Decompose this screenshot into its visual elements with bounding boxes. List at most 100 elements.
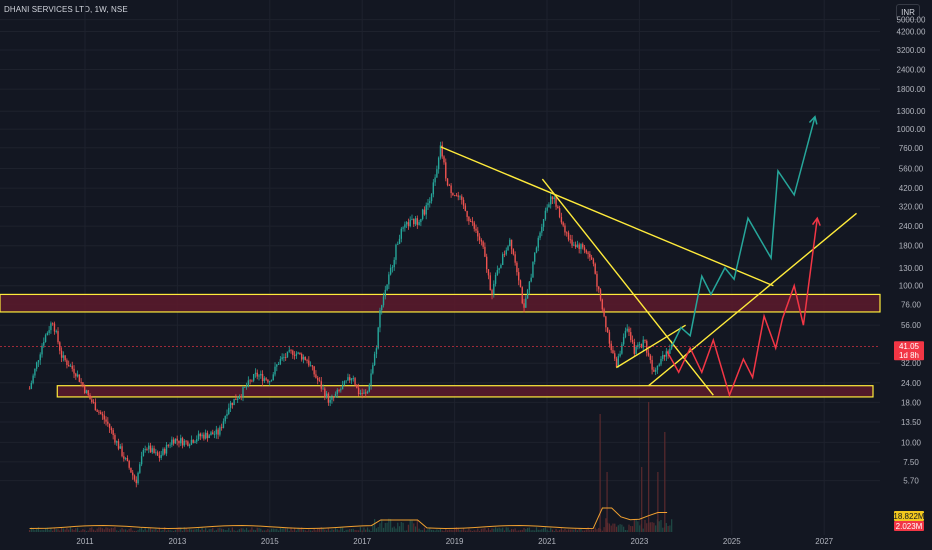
volume-bar xyxy=(119,529,121,532)
volume-bar xyxy=(112,528,114,532)
candle-body xyxy=(343,381,346,386)
candle-body xyxy=(224,415,226,422)
volume-bar xyxy=(167,529,169,532)
candle-body xyxy=(621,344,623,354)
volume-bar xyxy=(575,528,577,532)
candle-body xyxy=(603,309,605,317)
candle-body xyxy=(638,344,641,346)
candle-body xyxy=(261,373,264,382)
candle-body xyxy=(436,169,438,178)
candle-body xyxy=(304,356,306,361)
volume-bar xyxy=(562,530,564,532)
bear-projection-arrowhead xyxy=(811,216,821,226)
candle-body xyxy=(256,372,258,377)
candle-body xyxy=(210,432,212,436)
candle-body xyxy=(446,178,449,186)
y-tick-label: 7.50 xyxy=(903,458,919,467)
volume-bar xyxy=(194,529,196,532)
candle-body xyxy=(471,221,474,223)
volume-bar xyxy=(85,530,88,532)
candle-body xyxy=(389,267,392,275)
candle-body xyxy=(654,369,657,372)
candle-body xyxy=(573,244,575,246)
candle-body xyxy=(181,438,184,446)
volume-bar xyxy=(641,467,643,532)
candle-body xyxy=(583,247,586,251)
candle-body xyxy=(43,342,45,346)
y-tick-label: 2400.00 xyxy=(897,66,926,75)
volume-bar xyxy=(366,527,369,532)
candle-body xyxy=(646,340,648,353)
candle-body xyxy=(276,364,278,367)
candle-body xyxy=(397,243,399,245)
volume-bar xyxy=(130,528,132,532)
volume-bar xyxy=(430,529,433,532)
candle-body xyxy=(258,375,260,377)
volume-bar xyxy=(644,519,646,532)
volume-bar xyxy=(422,530,424,532)
candle-body xyxy=(164,449,166,454)
volume-bar xyxy=(290,527,292,532)
trendline xyxy=(648,212,857,387)
candle-body xyxy=(368,384,370,392)
volume-bar xyxy=(535,527,538,532)
volume-bar xyxy=(192,529,194,532)
volume-bar xyxy=(657,472,659,532)
candle-body xyxy=(101,413,104,416)
candle-body xyxy=(628,328,630,333)
candle-body xyxy=(523,303,525,308)
volume-bar xyxy=(201,527,203,532)
candle-body xyxy=(75,373,77,377)
candle-body xyxy=(464,205,467,211)
currency-button[interactable]: INR xyxy=(896,4,920,20)
candle-body xyxy=(119,446,121,449)
candle-body xyxy=(35,362,38,369)
volume-bar xyxy=(368,529,370,532)
volume-bar xyxy=(292,530,294,532)
candle-body xyxy=(512,249,515,255)
volume-bar xyxy=(242,528,244,532)
candle-body xyxy=(601,299,604,310)
candle-body xyxy=(338,390,340,391)
volume-bar xyxy=(327,528,329,532)
candle-body xyxy=(571,239,573,246)
candle-body xyxy=(359,393,362,395)
candle-body xyxy=(83,385,86,393)
candle-body xyxy=(555,197,557,207)
volume-bar xyxy=(585,529,587,532)
candle-body xyxy=(612,350,614,354)
candle-body xyxy=(50,323,52,331)
volume-bar xyxy=(176,527,178,532)
candle-body xyxy=(599,289,602,300)
candle-body xyxy=(594,263,596,274)
candle-body xyxy=(130,467,132,473)
y-tick-label: 240.00 xyxy=(899,222,924,231)
candle-body xyxy=(190,439,193,445)
candle-body xyxy=(349,377,351,381)
candle-body xyxy=(92,402,95,403)
candle-body xyxy=(640,344,643,348)
volume-bar xyxy=(623,526,625,532)
x-tick-label: 2025 xyxy=(723,537,741,546)
volume-bar xyxy=(229,530,232,532)
volume-bar xyxy=(80,530,82,532)
volume-bar xyxy=(219,527,221,532)
candle-body xyxy=(516,262,518,273)
candle-body xyxy=(34,368,36,376)
volume-bar xyxy=(110,527,112,532)
candle-body xyxy=(473,222,475,229)
candle-body xyxy=(220,427,223,429)
candle-body xyxy=(377,327,379,349)
volume-bar xyxy=(36,529,38,532)
candle-body xyxy=(404,224,406,228)
volume-bar xyxy=(324,529,326,532)
volume-bar xyxy=(101,528,104,532)
volume-bar xyxy=(107,527,109,532)
volume-bar xyxy=(84,529,86,532)
volume-bar xyxy=(251,527,253,532)
candle-body xyxy=(185,440,187,442)
candle-body xyxy=(165,444,168,454)
candle-body xyxy=(180,438,182,444)
volume-bar xyxy=(105,527,107,532)
